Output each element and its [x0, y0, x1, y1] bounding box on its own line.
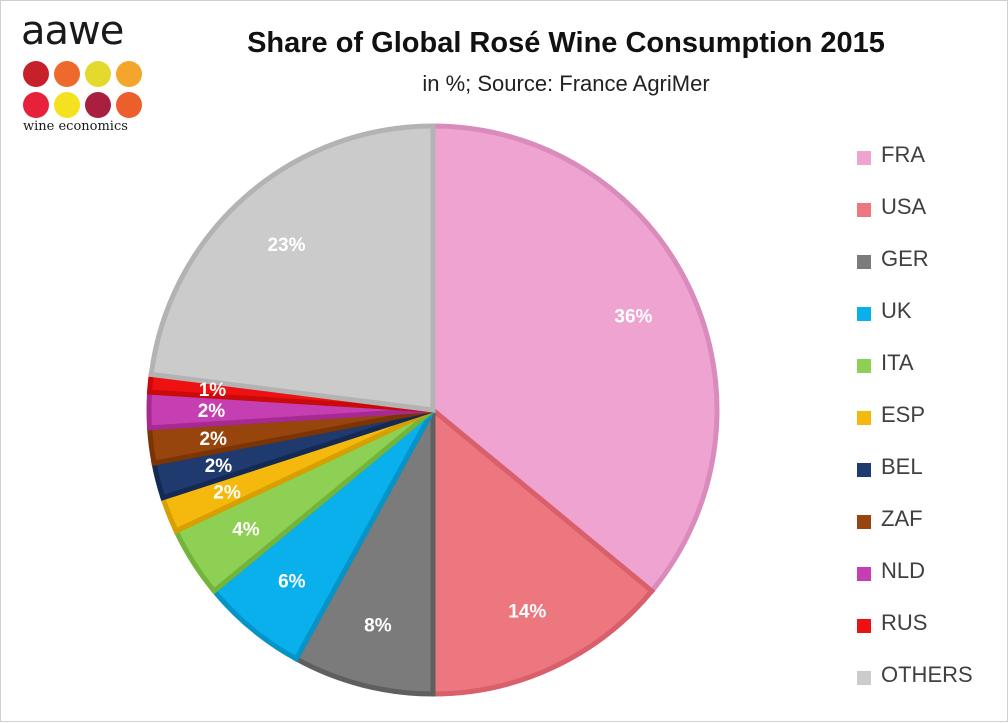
legend-swatch [857, 411, 871, 425]
logo-dot [23, 92, 49, 118]
data-label-uk: 6% [278, 572, 306, 593]
chart-title: Share of Global Rosé Wine Consumption 20… [247, 27, 885, 59]
legend-swatch [857, 463, 871, 477]
legend-label: USA [881, 194, 927, 219]
data-label-nld: 2% [198, 401, 226, 422]
legend-item-esp: ESP [851, 399, 1001, 451]
legend-item-ita: ITA [851, 347, 1001, 399]
legend-swatch [857, 515, 871, 529]
logo-tagline: wine economics [23, 119, 128, 134]
legend-swatch [857, 255, 871, 269]
logo-dot [54, 61, 80, 87]
legend-swatch [857, 151, 871, 165]
legend-label: FRA [881, 142, 925, 167]
legend-swatch [857, 619, 871, 633]
legend-label: GER [881, 246, 929, 271]
logo-dot [23, 61, 49, 87]
data-label-usa: 14% [508, 601, 546, 622]
data-label-ger: 8% [364, 616, 392, 637]
legend-item-rus: RUS [851, 607, 1001, 659]
pie-slice-fra [430, 123, 720, 595]
legend-swatch [857, 203, 871, 217]
legend-item-uk: UK [851, 295, 1001, 347]
data-label-fra: 36% [614, 307, 652, 328]
pie-slice-others [148, 123, 436, 413]
logo-wordmark: aawe [21, 8, 124, 54]
legend-item-fra: FRA [851, 139, 1001, 191]
data-label-esp: 2% [213, 483, 241, 504]
legend-item-ger: GER [851, 243, 1001, 295]
legend-label: NLD [881, 558, 926, 583]
legend-label: OTHERS [881, 662, 973, 687]
data-label-bel: 2% [205, 456, 233, 477]
data-label-zaf: 2% [199, 429, 227, 450]
legend-label: BEL [881, 454, 923, 479]
legend-label: ESP [881, 402, 926, 427]
logo-dot [85, 92, 111, 118]
data-label-ita: 4% [232, 520, 260, 541]
logo-dot [85, 61, 111, 87]
logo-dot [116, 92, 142, 118]
legend-item-bel: BEL [851, 451, 1001, 503]
legend-label: UK [881, 298, 912, 323]
legend-swatch [857, 307, 871, 321]
legend-item-nld: NLD [851, 555, 1001, 607]
aawe-logo: aawe wine economics [21, 11, 151, 137]
pie-slice-usa [430, 404, 656, 697]
logo-dot [54, 92, 80, 118]
legend-label: ZAF [881, 506, 923, 531]
logo-dot [116, 61, 142, 87]
legend-item-zaf: ZAF [851, 503, 1001, 555]
legend-swatch [857, 359, 871, 373]
logo-dots [23, 61, 147, 121]
legend-label: RUS [881, 610, 928, 635]
legend-swatch [857, 671, 871, 685]
legend-item-usa: USA [851, 191, 1001, 243]
data-label-others: 23% [267, 235, 305, 256]
legend-label: ITA [881, 350, 914, 375]
chart-subtitle: in %; Source: France AgriMer [422, 71, 710, 96]
data-label-rus: 1% [199, 380, 227, 401]
chart-legend: FRA USA GER UK ITA ESP BEL ZAF NLD RUS OTHERS [851, 139, 1001, 711]
pie-slice-ger [292, 408, 436, 697]
legend-item-others: OTHERS [851, 659, 1001, 711]
legend-swatch [857, 567, 871, 581]
